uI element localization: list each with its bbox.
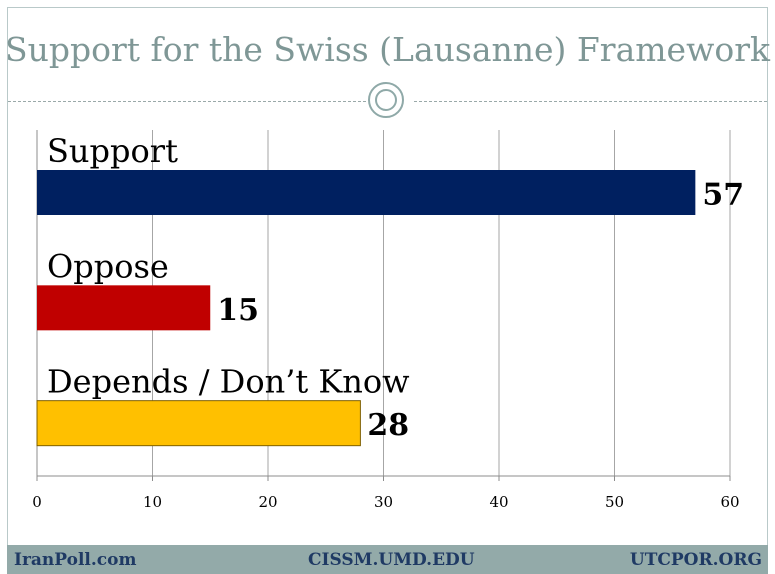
circle-ornament-inner (375, 89, 397, 111)
x-tick-label-1: 10 (143, 493, 162, 511)
bar-2 (36, 400, 361, 447)
category-label-0: Support (47, 132, 178, 170)
bar-1 (37, 285, 211, 331)
bar-0 (37, 170, 696, 215)
x-tick-label-3: 30 (374, 493, 393, 511)
title-divider-right (414, 101, 767, 102)
footer-right-link: UTCPOR.ORG (629, 550, 762, 570)
slide-title: Support for the Swiss (Lausanne) Framewo… (5, 30, 770, 69)
x-tick-label-2: 20 (258, 493, 277, 511)
circle-ornament-icon (368, 82, 404, 118)
footer-bar: IranPoll.com CISSM.UMD.EDU UTCPOR.ORG (7, 545, 768, 574)
x-tick-label-6: 60 (720, 493, 739, 511)
data-label-0: 57 (702, 178, 744, 213)
category-label-2: Depends / Don’t Know (47, 363, 410, 401)
x-tick-label-0: 0 (32, 493, 42, 511)
footer-left-link: IranPoll.com (14, 550, 137, 570)
data-label-1: 15 (217, 293, 259, 328)
x-tick-label-5: 50 (605, 493, 624, 511)
category-label-1: Oppose (47, 247, 169, 285)
data-label-2: 28 (367, 408, 409, 443)
footer-center-link: CISSM.UMD.EDU (308, 550, 475, 570)
title-divider-left (8, 101, 366, 102)
x-tick-label-4: 40 (489, 493, 508, 511)
